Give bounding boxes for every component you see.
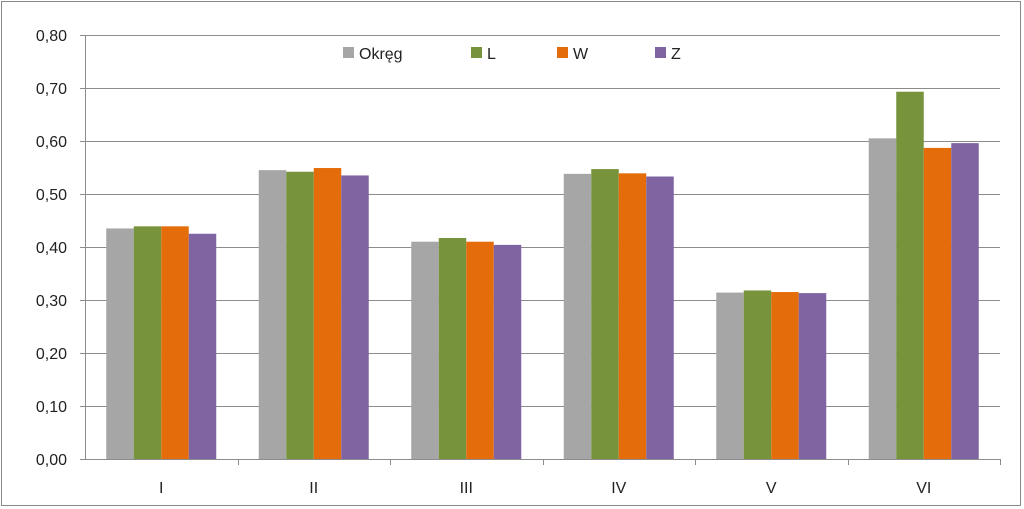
y-tick-label: 0,50 — [36, 187, 67, 204]
bar-l-ii — [286, 171, 314, 460]
y-tick-label: 0,30 — [36, 293, 67, 310]
bar-w-iii — [466, 241, 494, 459]
legend-swatch-w — [557, 47, 568, 58]
y-tick-label: 0,00 — [36, 452, 67, 469]
x-tick-label: I — [159, 480, 163, 497]
x-tick-label: III — [460, 480, 473, 497]
legend-label: Okręg — [359, 46, 403, 63]
x-tick-label: II — [309, 480, 318, 497]
legend-swatch-okręg — [343, 47, 354, 58]
y-tick-label: 0,60 — [36, 134, 67, 151]
legend-label: L — [487, 46, 496, 63]
bar-l-iv — [591, 169, 619, 459]
bar-w-iv — [618, 173, 647, 459]
bar-z-v — [798, 293, 827, 459]
legend: Okręg L W Z — [343, 46, 681, 63]
bar-z-iv — [646, 176, 674, 459]
bar-w-vi — [923, 147, 952, 459]
bar-l-iii — [438, 237, 467, 459]
axes — [85, 35, 1000, 460]
legend-label: W — [573, 46, 589, 63]
y-tick-label: 0,10 — [36, 399, 67, 416]
y-tick-label: 0,20 — [36, 346, 67, 363]
bar-z-i — [188, 233, 217, 459]
bar-z-iii — [493, 244, 522, 459]
legend-swatch-l — [471, 47, 482, 58]
x-tick-label: V — [766, 480, 777, 497]
y-tick-label: 0,80 — [36, 28, 67, 45]
bar-w-ii — [313, 168, 342, 459]
x-axis-ticks: I II III IV V VI — [159, 459, 1001, 497]
bar-l-v — [743, 290, 772, 459]
bar-okręg-i — [106, 228, 134, 459]
bar-okręg-v — [716, 292, 744, 459]
bar-w-v — [771, 292, 799, 459]
legend-label: Z — [671, 46, 681, 63]
legend-swatch-z — [655, 47, 666, 58]
y-axis-ticks: 0,00 0,10 0,20 0,30 0,40 0,50 0,60 0,70 0,80 — [36, 28, 85, 469]
x-tick-label: VI — [916, 480, 931, 497]
bar-l-i — [133, 226, 162, 459]
bar-z-vi — [951, 143, 979, 459]
bar-w-i — [161, 226, 189, 459]
gridlines — [85, 35, 1000, 407]
x-tick-label: IV — [611, 480, 626, 497]
bars — [106, 91, 979, 460]
y-tick-label: 0,70 — [36, 81, 67, 98]
bar-okręg-vi — [868, 138, 897, 459]
bar-okręg-iv — [563, 173, 592, 460]
y-tick-label: 0,40 — [36, 240, 67, 257]
bar-okręg-iii — [411, 241, 439, 459]
bar-l-vi — [896, 91, 924, 460]
bar-z-ii — [341, 175, 369, 459]
bar-okręg-ii — [258, 170, 287, 459]
